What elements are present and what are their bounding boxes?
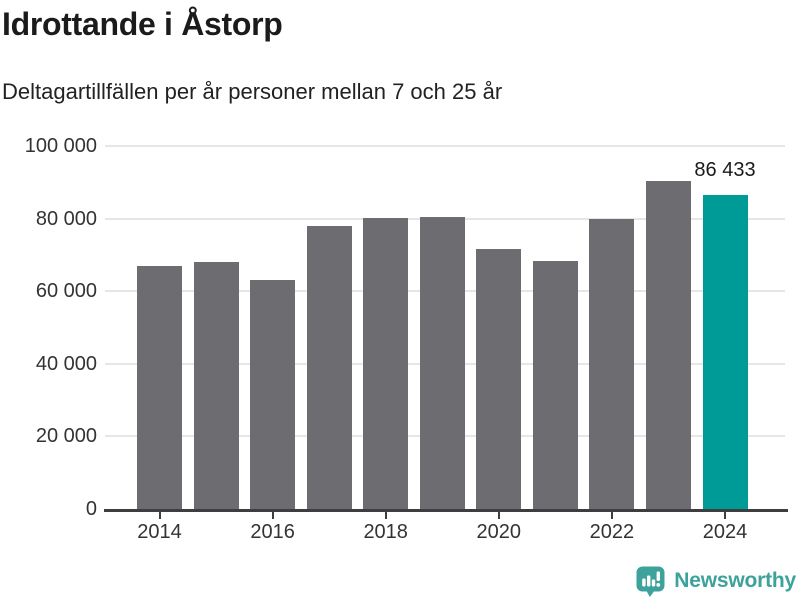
bar — [419, 216, 465, 509]
bar — [137, 266, 182, 509]
x-axis-line — [104, 509, 788, 512]
y-axis-label: 100 000 — [24, 135, 97, 157]
axis-tick — [724, 512, 726, 519]
y-axis-label: 80 000 — [35, 207, 97, 230]
y-axis-label: 0 — [85, 498, 97, 520]
x-axis-label: 2014 — [137, 521, 182, 543]
newsworthy-logo-icon — [636, 566, 665, 597]
bar — [363, 217, 409, 509]
bar — [476, 249, 522, 509]
bar — [193, 261, 239, 509]
y-axis-label: 20 000 — [35, 425, 97, 448]
x-axis-label: 2024 — [702, 521, 748, 543]
axis-tick — [271, 512, 274, 519]
axis-tick — [497, 512, 500, 519]
axis-tick — [384, 512, 387, 519]
bar — [589, 218, 635, 509]
x-axis-label: 2020 — [476, 521, 522, 543]
axis-tick — [158, 512, 161, 519]
y-axis-label: 60 000 — [35, 280, 97, 303]
x-axis-label: 2018 — [363, 521, 408, 543]
brand-footer: Newsworthy — [635, 564, 796, 598]
axis-tick — [610, 512, 613, 519]
x-axis-label: 2016 — [250, 521, 295, 543]
chart-subtitle: Deltagartillfällen per år personer mella… — [2, 79, 503, 104]
bar — [645, 180, 691, 509]
brand-name: Newsworthy — [674, 569, 796, 592]
x-axis-label: 2022 — [589, 521, 635, 543]
bar — [250, 279, 296, 509]
gridline — [105, 145, 785, 147]
bar — [306, 226, 352, 509]
bar — [532, 260, 578, 509]
y-axis-label: 40 000 — [35, 352, 97, 375]
highlight-value-label: 86 433 — [694, 159, 756, 182]
page-title: Idrottande i Åstorp — [2, 6, 283, 42]
bar-highlight — [702, 195, 748, 509]
